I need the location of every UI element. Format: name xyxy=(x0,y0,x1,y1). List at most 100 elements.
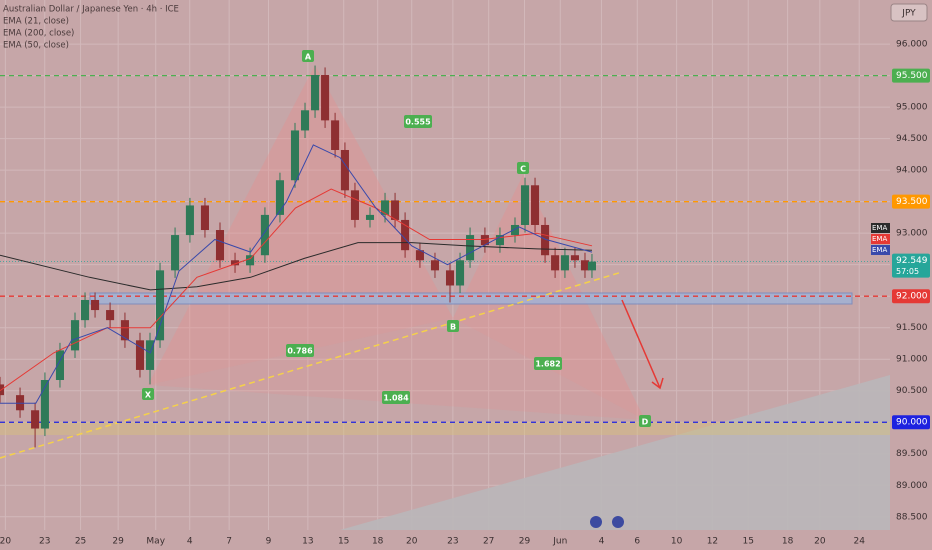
x-tick-label: 18 xyxy=(372,537,384,547)
level-tag xyxy=(892,68,930,83)
candle-body xyxy=(391,200,400,220)
level-label: 90.000 xyxy=(896,418,928,428)
level-tag xyxy=(892,194,930,209)
candle-body xyxy=(520,185,530,225)
last-price-label: 92.549 xyxy=(896,256,928,266)
ratio-box xyxy=(382,391,410,404)
candle-body xyxy=(445,270,455,286)
candle-body xyxy=(135,340,145,370)
legend-tag xyxy=(871,245,890,255)
candle-body xyxy=(290,130,300,181)
candle-body xyxy=(120,320,129,341)
candle-body xyxy=(80,299,90,321)
point-box xyxy=(142,388,154,400)
x-tick-label: 23 xyxy=(447,537,458,547)
pattern-labels: X A B C D 0.555 0.786 1.682 1.084 xyxy=(142,50,651,427)
ratio-box xyxy=(534,357,562,370)
y-tick-label: 94.500 xyxy=(896,134,928,144)
candle-body xyxy=(156,270,165,341)
x-tick-label: 20 xyxy=(814,537,826,547)
event-icon[interactable] xyxy=(612,516,624,528)
candle-body xyxy=(215,230,225,261)
last-price-tag xyxy=(892,253,930,278)
event-icon[interactable] xyxy=(590,516,602,528)
currency-button[interactable] xyxy=(890,3,928,22)
candle-body xyxy=(381,200,390,215)
y-tick-label: 91.000 xyxy=(896,355,928,365)
x-tick-label: 29 xyxy=(519,537,531,547)
point-box xyxy=(302,50,314,62)
ratio-label: 0.555 xyxy=(405,118,431,127)
y-tick-label: 95.000 xyxy=(896,103,928,113)
candle-body xyxy=(340,149,349,191)
candle-body xyxy=(430,260,440,271)
ratio-label: 0.786 xyxy=(287,347,313,356)
point-label: B xyxy=(450,323,456,332)
candle-body xyxy=(365,214,375,220)
candle-body xyxy=(495,235,504,246)
point-box xyxy=(517,162,529,174)
x-tick-label: 13 xyxy=(302,537,313,547)
x-tick-label: 9 xyxy=(266,537,272,547)
ratio-box xyxy=(404,115,432,128)
y-tick-label: 90.500 xyxy=(896,386,928,396)
support-zone xyxy=(89,292,853,305)
candle-body xyxy=(300,110,310,131)
x-tick-label: 4 xyxy=(599,537,605,547)
candle-body xyxy=(331,120,340,150)
candle-body xyxy=(466,235,475,261)
candle-body xyxy=(260,214,269,256)
candle-body xyxy=(200,205,209,231)
candle-body xyxy=(91,299,100,311)
x-tick-label: 18 xyxy=(782,537,794,547)
point-label: A xyxy=(305,53,312,62)
header: Australian Dollar / Japanese Yen · 4h · … xyxy=(3,3,928,51)
candle-body xyxy=(40,380,49,429)
point-box xyxy=(447,320,459,332)
candle-body xyxy=(587,261,596,271)
y-tick-label: 88.500 xyxy=(896,512,928,522)
candle-body xyxy=(231,260,240,266)
level-tag xyxy=(892,415,930,430)
x-tick-label: Jun xyxy=(552,537,567,547)
countdown: 57:05 xyxy=(896,267,919,276)
candle-body xyxy=(145,340,155,370)
x-tick-label: 7 xyxy=(226,537,232,547)
candle-body xyxy=(415,250,424,261)
point-label: X xyxy=(145,391,152,400)
legend-label: EMA xyxy=(872,224,887,232)
x-tick-label: 6 xyxy=(634,537,640,547)
chart-title: Australian Dollar / Japanese Yen · 4h · … xyxy=(3,5,179,15)
trend-line xyxy=(0,271,623,459)
candle-body xyxy=(311,74,320,111)
candle-body xyxy=(580,260,590,271)
x-tick-label: 20 xyxy=(0,537,11,547)
y-tick-label: 89.000 xyxy=(896,481,928,491)
candle-body xyxy=(531,185,540,225)
level-label: 93.500 xyxy=(896,197,928,207)
candle-body xyxy=(55,350,64,381)
point-label: D xyxy=(642,418,649,427)
legend-label: EMA xyxy=(872,246,887,254)
currency[interactable]: JPY xyxy=(901,9,916,19)
indicator: EMA (21, close) xyxy=(3,17,69,27)
candle-body xyxy=(551,255,560,271)
y-tick-label: 93.000 xyxy=(896,229,928,239)
ema-line xyxy=(0,242,593,291)
legend-label: EMA xyxy=(872,235,887,243)
candle-body xyxy=(456,260,465,286)
candle-body xyxy=(185,205,194,236)
indicator: EMA (50, close) xyxy=(3,41,69,51)
axes: 96.000 95.500 95.000 94.500 94.000 93.500 93.0… xyxy=(0,40,930,547)
yellow-band xyxy=(0,422,890,435)
x-tick-label: 12 xyxy=(707,537,718,547)
grey-zone xyxy=(340,375,890,530)
pattern-xab xyxy=(148,65,453,385)
x-tick-label: 23 xyxy=(39,537,50,547)
emas xyxy=(0,144,593,404)
ratio-label: 1.682 xyxy=(535,360,560,369)
ratio-box xyxy=(286,344,314,357)
y-tick-label: 89.500 xyxy=(896,449,928,459)
candle-body xyxy=(480,235,489,246)
